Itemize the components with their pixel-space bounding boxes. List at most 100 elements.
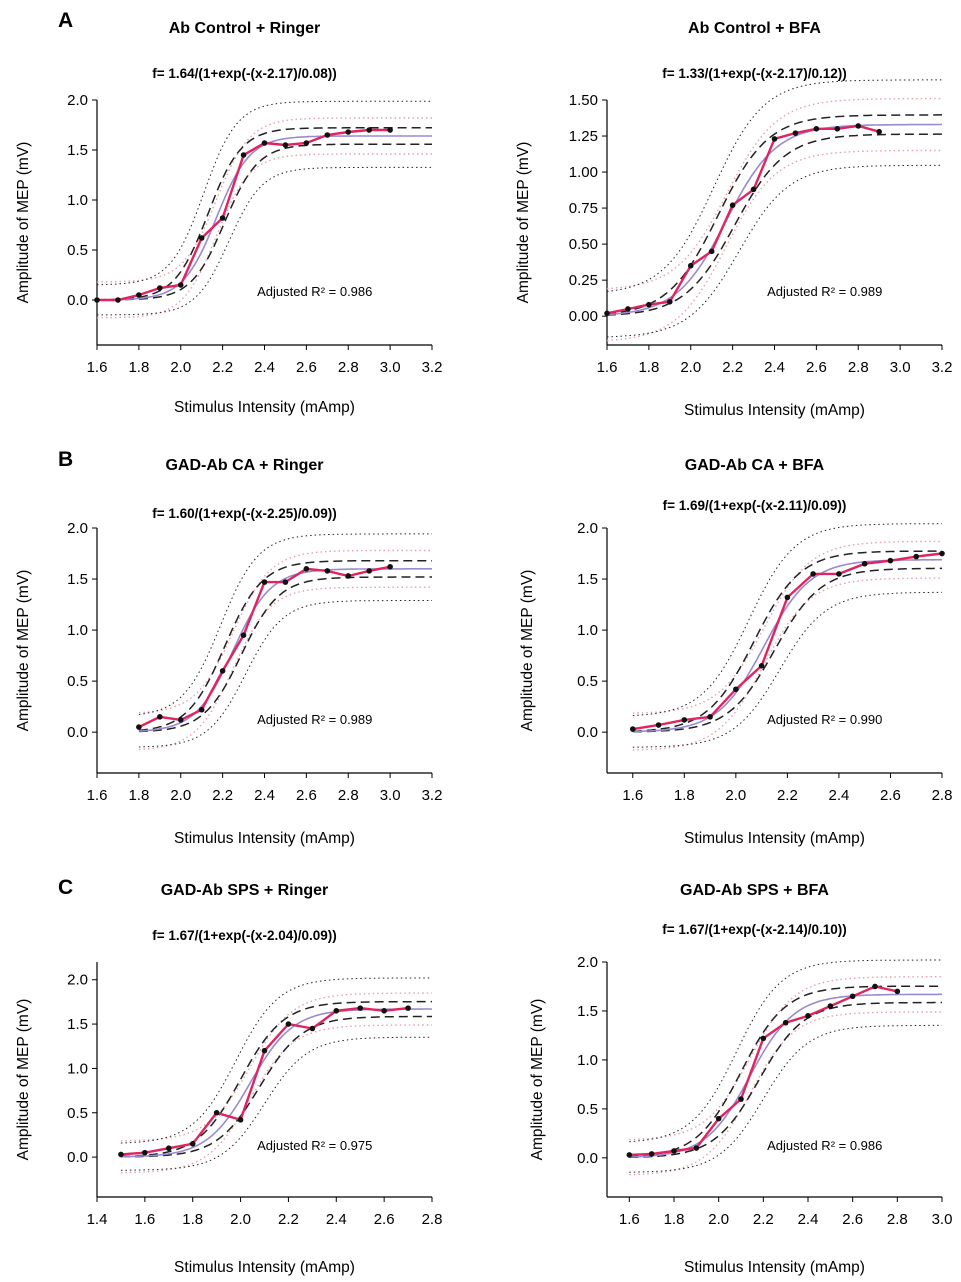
y-axis-label: Amplitude of MEP (mV) (515, 142, 532, 304)
r-squared-annotation: Adjusted R² = 0.989 (257, 712, 372, 727)
data-point (626, 1152, 633, 1158)
x-tick-label: 2.6 (296, 787, 317, 804)
y-axis-label: Amplitude of MEP (mV) (15, 999, 32, 1161)
x-tick-label: 2.8 (848, 359, 869, 376)
data-point (237, 1117, 244, 1123)
data-point (784, 594, 791, 601)
x-tick-label: 1.8 (182, 1211, 203, 1228)
x-tick-label: 2.6 (296, 359, 317, 376)
y-tick-label: 0.5 (67, 242, 88, 259)
data-point (324, 568, 331, 574)
confidence-band-upper (606, 114, 942, 315)
data-point (357, 1005, 364, 1011)
chart-title: GAD-Ab CA + BFA (685, 457, 825, 474)
data-point (261, 1047, 268, 1054)
x-axis-label: Stimulus Intensity (mAmp) (174, 1259, 355, 1276)
data-point (729, 202, 736, 209)
y-tick-label: 1.5 (577, 1003, 598, 1020)
prediction-band-upper (629, 976, 942, 1141)
x-tick-label: 2.8 (338, 787, 359, 804)
x-tick-label: 1.6 (619, 1211, 640, 1228)
data-point (240, 152, 247, 158)
data-line (629, 985, 898, 1157)
x-tick-label: 1.6 (87, 787, 108, 804)
y-tick-label: 2.0 (67, 972, 88, 989)
data-point (261, 579, 268, 585)
data-point (872, 983, 878, 990)
data-point (387, 127, 393, 133)
data-point (646, 301, 652, 308)
y-tick-label: 0.5 (577, 1101, 598, 1118)
data-point (118, 1151, 124, 1158)
data-point (303, 140, 310, 146)
y-tick-label: 1.0 (67, 622, 88, 639)
data-point (849, 993, 856, 1000)
x-tick-label: 1.8 (664, 1211, 685, 1228)
chart-panel-6: GAD-Ab SPS + BFA f= 1.67/(1+exp(-(x-2.14)… (529, 882, 952, 1276)
data-point (261, 140, 268, 146)
x-tick-label: 2.0 (230, 1211, 251, 1228)
data-point (771, 136, 778, 142)
data-point (333, 1007, 340, 1014)
x-tick-label: 2.0 (170, 787, 191, 804)
panel-letter: C (58, 876, 73, 899)
y-axis-label: Amplitude of MEP (mV) (519, 570, 536, 732)
r-squared-annotation: Adjusted R² = 0.990 (767, 712, 882, 727)
x-tick-label: 2.2 (753, 1211, 774, 1228)
x-tick-label: 2.2 (777, 787, 798, 804)
y-tick-label: 2.0 (67, 92, 88, 109)
x-tick-label: 2.6 (842, 1211, 863, 1228)
data-point (671, 1148, 677, 1154)
fit-formula: f= 1.64/(1+exp(-(x-2.17)/0.08)) (152, 66, 337, 81)
y-tick-label: 1.0 (67, 1060, 88, 1077)
confidence-band-lower (606, 133, 942, 316)
chart-title: GAD-Ab SPS + BFA (680, 882, 829, 899)
x-tick-label: 1.6 (622, 787, 643, 804)
x-tick-label: 2.2 (278, 1211, 299, 1228)
data-point (681, 717, 688, 723)
data-line (120, 1006, 409, 1156)
y-tick-label: 1.25 (569, 128, 598, 145)
y-tick-label: 2.0 (67, 520, 88, 537)
y-tick-label: 1.5 (577, 571, 598, 588)
fit-formula: f= 1.67/(1+exp(-(x-2.04)/0.09)) (152, 928, 337, 943)
data-point (198, 706, 205, 713)
data-point (939, 550, 945, 557)
x-tick-label: 2.4 (798, 1211, 819, 1228)
chart-panel-5: C GAD-Ab SPS + Ringer f= 1.67/(1+exp(-(x-2… (15, 876, 442, 1276)
y-axis-label: Amplitude of MEP (mV) (15, 142, 32, 304)
prediction-band-lower (606, 149, 942, 342)
data-point (240, 632, 247, 638)
prediction-band-lower (632, 577, 942, 751)
fit-formula: f= 1.67/(1+exp(-(x-2.14)/0.10)) (662, 922, 847, 937)
outer-band-upper (632, 523, 942, 717)
x-tick-label: 3.2 (422, 359, 443, 376)
x-tick-label: 2.8 (887, 1211, 908, 1228)
data-point (136, 292, 142, 298)
y-tick-label: 1.50 (569, 92, 598, 109)
x-tick-label: 2.8 (338, 359, 359, 376)
x-axis-label: Stimulus Intensity (mAmp) (174, 830, 355, 847)
data-point (115, 297, 121, 303)
y-tick-label: 0.0 (577, 724, 598, 741)
data-point (213, 1109, 220, 1116)
x-tick-label: 1.4 (87, 1211, 108, 1228)
confidence-band-upper (629, 985, 942, 1158)
data-point (405, 1005, 411, 1011)
data-point (189, 1140, 196, 1147)
y-axis-label: Amplitude of MEP (mV) (529, 999, 546, 1161)
x-tick-label: 2.0 (170, 359, 191, 376)
r-squared-annotation: Adjusted R² = 0.975 (257, 1138, 372, 1153)
data-point (750, 186, 757, 193)
data-point (693, 1145, 700, 1151)
fit-formula: f= 1.69/(1+exp(-(x-2.11)/0.09)) (663, 498, 847, 513)
x-tick-label: 3.0 (890, 359, 911, 376)
y-tick-label: 2.0 (577, 520, 598, 537)
x-tick-label: 3.2 (422, 787, 443, 804)
data-point (707, 714, 713, 720)
data-point (894, 988, 901, 995)
data-point (136, 724, 142, 730)
data-point (834, 126, 841, 132)
fit-curve (120, 1008, 432, 1158)
confidence-band-upper (632, 550, 942, 732)
